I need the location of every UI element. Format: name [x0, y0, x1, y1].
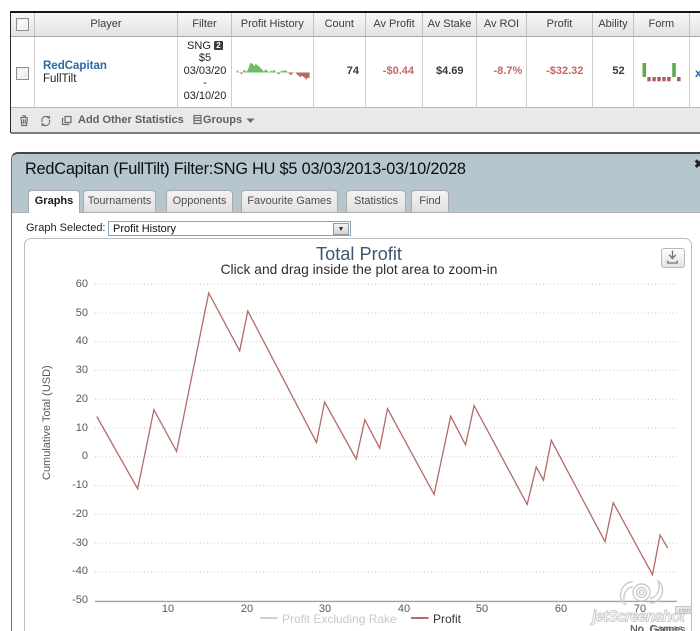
- svg-text:.com: .com: [677, 609, 690, 615]
- svg-text:jetScreenshot: jetScreenshot: [590, 609, 686, 626]
